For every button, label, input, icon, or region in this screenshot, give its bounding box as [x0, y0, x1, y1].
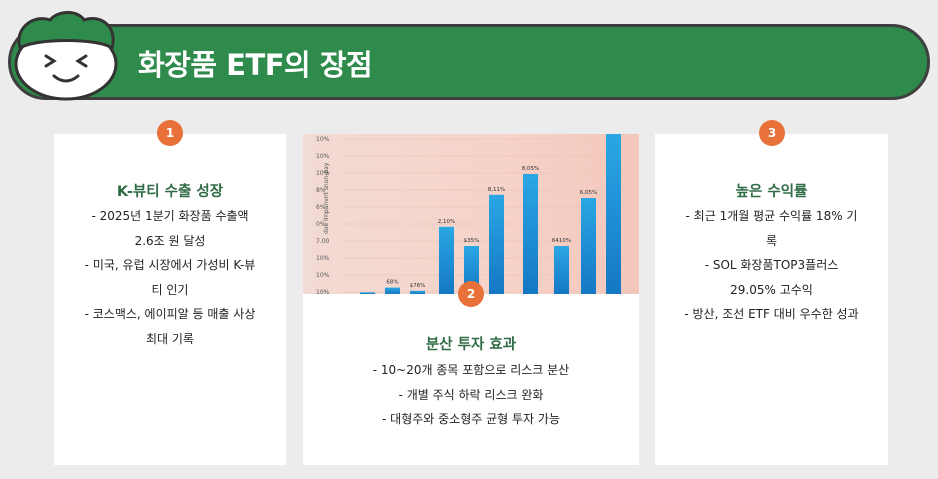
y-axis-label: doe lrnpanvnt snon-pay — [323, 162, 330, 234]
card-line: - 10~20개 종목 포함으로 리스크 분산 — [372, 363, 570, 377]
bar-data-label: 2,10% — [438, 219, 455, 225]
card-line: - 미국, 유럽 시장에서 가성비 K-뷰 — [84, 258, 256, 272]
card-line: - 코스맥스, 에이피알 등 매출 사상 — [84, 307, 256, 321]
y-tick-label: 10% — [316, 255, 330, 262]
y-tick-label: 8% — [316, 187, 326, 194]
bar-data-label: 68% — [386, 280, 398, 286]
card-text: - 최근 1개월 평균 수익률 18% 기 록 - SOL 화장품TOP3플러스… — [659, 204, 884, 327]
bar-data-label: 8,05% — [522, 166, 539, 172]
y-tick-label: 0% — [316, 221, 326, 228]
y-tick-label: 10% — [316, 272, 330, 279]
chart-bar — [489, 194, 504, 294]
card-line: - 대형주와 중소형주 균형 투자 가능 — [382, 412, 560, 426]
page-title: 화장품 ETF의 장점 — [138, 48, 373, 82]
mascot-face-icon — [6, 4, 124, 102]
y-tick-label: 6% — [316, 204, 326, 211]
bar-data-label: $35% — [464, 238, 480, 244]
card-line: - 방산, 조선 ETF 대비 우수한 성과 — [684, 307, 859, 321]
chart-bar — [360, 292, 375, 294]
y-tick-label: 10% — [316, 153, 330, 160]
bar-data-label: $76% — [410, 283, 426, 289]
card-line: 록 — [765, 233, 778, 248]
y-tick-label: 10% — [316, 136, 330, 143]
card-line: 2.6조 원 달성 — [134, 233, 206, 248]
card-line: - 2025년 1분기 화장품 수출액 — [91, 209, 249, 223]
chart-bar — [581, 198, 596, 294]
card-line: 29.05% 고수익 — [730, 282, 813, 297]
chart-bar — [523, 174, 538, 294]
step-badge-2: 2 — [458, 281, 484, 307]
bar-data-label: 6410% — [552, 238, 571, 244]
card-kbeauty-growth: K-뷰티 수출 성장 - 2025년 1분기 화장품 수출액 2.6조 원 달성… — [54, 134, 286, 465]
chart-bar — [439, 226, 454, 294]
chart-bar — [554, 246, 569, 294]
card-title: 분산 투자 효과 — [425, 337, 517, 353]
bar-data-label: 8,11% — [488, 187, 505, 193]
bar-data-label: 6,05% — [580, 190, 597, 196]
card-title: K-뷰티 수출 성장 — [116, 184, 224, 200]
card-text: - 10~20개 종목 포함으로 리스크 분산 - 개별 주식 하락 리스크 완… — [303, 358, 639, 432]
card-high-return: 높은 수익률 - 최근 1개월 평균 수익률 18% 기 록 - SOL 화장품… — [655, 134, 888, 465]
card-line: 최대 기록 — [146, 331, 194, 346]
chart-bar — [385, 287, 400, 294]
bar-chart-image: 10% 10% 10% 8% 6% 0% 7.00 10% 10% 10% doe lrnpanvn… — [303, 134, 639, 294]
y-tick-label: 7.00 — [316, 238, 330, 245]
header-banner — [8, 24, 930, 100]
card-line: - SOL 화장품TOP3플러스 — [704, 258, 839, 272]
y-tick-label: 10% — [316, 289, 330, 294]
chart-bar — [410, 290, 425, 294]
card-text: - 2025년 1분기 화장품 수출액 2.6조 원 달성 - 미국, 유럽 시… — [54, 204, 286, 351]
card-line: - 개별 주식 하락 리스크 완화 — [398, 387, 544, 402]
y-tick-label: 10% — [316, 170, 330, 177]
step-badge-3: 3 — [759, 120, 785, 146]
card-line: 티 인기 — [151, 282, 189, 297]
chart-bar — [606, 134, 621, 294]
step-badge-1: 1 — [157, 120, 183, 146]
card-line: - 최근 1개월 평균 수익률 18% 기 — [685, 209, 858, 223]
card-title: 높은 수익률 — [735, 184, 808, 200]
